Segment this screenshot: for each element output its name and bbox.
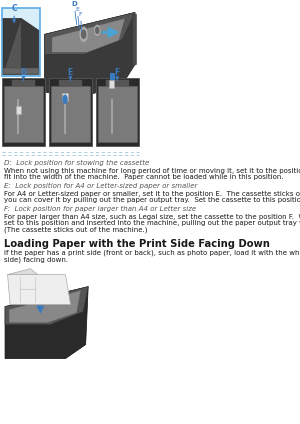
Bar	[2, 8, 40, 76]
Bar	[51, 86, 90, 142]
Text: D: D	[20, 68, 27, 77]
Text: If the paper has a print side (front or back), such as photo paper, load it with: If the paper has a print side (front or …	[4, 250, 300, 256]
Bar	[96, 78, 139, 146]
Text: For A4 or Letter-sized paper or smaller, set it to the position E.  The cassette: For A4 or Letter-sized paper or smaller,…	[4, 191, 300, 197]
Polygon shape	[5, 287, 88, 359]
Bar	[110, 73, 115, 80]
Circle shape	[63, 95, 67, 103]
Bar	[62, 93, 68, 101]
Bar	[17, 99, 19, 134]
Text: C: C	[11, 4, 17, 14]
Bar	[98, 86, 136, 142]
Text: you can cover it by pulling out the paper output tray.  Set the cassette to this: you can cover it by pulling out the pape…	[4, 197, 300, 203]
Text: fit into the width of the machine.  Paper cannot be loaded while in this positio: fit into the width of the machine. Paper…	[4, 174, 283, 180]
Bar	[16, 106, 21, 114]
Polygon shape	[133, 14, 136, 66]
Text: D: D	[72, 1, 77, 7]
Text: set to this position and inserted into the machine, pulling out the paper output: set to this position and inserted into t…	[4, 220, 300, 226]
Circle shape	[95, 25, 100, 35]
Polygon shape	[3, 18, 39, 74]
Polygon shape	[44, 12, 135, 96]
Text: Loading Paper with the Print Side Facing Down: Loading Paper with the Print Side Facing…	[4, 239, 269, 248]
Polygon shape	[52, 18, 125, 52]
Text: For paper larger than A4 size, such as Legal size, set the cassette to the posit: For paper larger than A4 size, such as L…	[4, 214, 300, 220]
Text: side) facing down.: side) facing down.	[4, 256, 68, 262]
Bar	[111, 99, 113, 134]
Circle shape	[82, 31, 86, 38]
Polygon shape	[8, 275, 70, 304]
Text: F: F	[115, 68, 120, 77]
Bar	[2, 78, 45, 146]
Text: (The cassette sticks out of the machine.): (The cassette sticks out of the machine.…	[4, 227, 147, 233]
Bar	[110, 80, 114, 88]
Circle shape	[80, 28, 87, 42]
Bar	[106, 80, 128, 86]
Bar	[59, 80, 82, 86]
Polygon shape	[3, 68, 39, 74]
Text: When not using this machine for long period of time or moving it, set it to the : When not using this machine for long per…	[4, 168, 300, 174]
Text: E:  Lock position for A4 or Letter-sized paper or smaller: E: Lock position for A4 or Letter-sized …	[4, 183, 197, 190]
Text: E: E	[76, 7, 80, 12]
Bar	[4, 86, 43, 142]
Circle shape	[96, 28, 99, 33]
Text: E: E	[68, 68, 73, 77]
Polygon shape	[8, 269, 38, 275]
Bar	[64, 99, 66, 134]
Text: F:  Lock position for paper larger than A4 or Letter size: F: Lock position for paper larger than A…	[4, 206, 196, 212]
Bar	[49, 78, 92, 146]
Polygon shape	[5, 287, 88, 325]
Polygon shape	[44, 12, 135, 54]
Text: F: F	[79, 12, 83, 17]
Polygon shape	[9, 290, 81, 323]
Bar	[12, 80, 35, 86]
Text: D:  Lock position for stowing the cassette: D: Lock position for stowing the cassett…	[4, 160, 149, 166]
Polygon shape	[3, 18, 21, 74]
